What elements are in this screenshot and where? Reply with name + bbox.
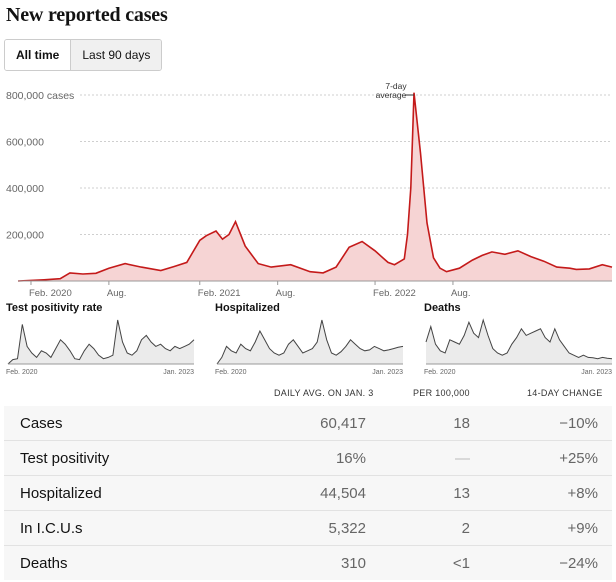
row-label: Deaths bbox=[20, 555, 68, 572]
page-title: New reported cases bbox=[6, 4, 168, 26]
header-daily-avg: DAILY AVG. ON JAN. 3 bbox=[274, 388, 374, 398]
x-tick-label: Aug. bbox=[276, 288, 296, 299]
y-tick-label: 200,000 bbox=[6, 230, 44, 242]
row-14-day-change: −10% bbox=[559, 415, 598, 432]
row-14-day-change: +9% bbox=[567, 520, 598, 537]
mini-title-deaths: Deaths bbox=[424, 302, 461, 314]
mini-x-tick-label: Jan. 2023 bbox=[581, 369, 612, 376]
stats-table: Cases 60,417 18 −10% Test positivity 16%… bbox=[4, 406, 612, 580]
mini-title-hospitalized: Hospitalized bbox=[215, 302, 280, 314]
seven-day-average-annotation: 7-day average bbox=[376, 81, 414, 100]
table-row: Hospitalized 44,504 13 +8% bbox=[4, 476, 612, 511]
row-daily-avg: 5,322 bbox=[328, 520, 366, 537]
x-tick-label: Aug. bbox=[107, 288, 127, 299]
row-14-day-change: +25% bbox=[559, 450, 598, 467]
table-row: Cases 60,417 18 −10% bbox=[4, 406, 612, 441]
mini-line bbox=[7, 319, 195, 365]
x-tick-label: Feb. 2020 bbox=[29, 288, 72, 299]
mini-line bbox=[216, 319, 404, 365]
x-tick-label: Feb. 2022 bbox=[373, 288, 416, 299]
row-per-100k: 2 bbox=[461, 520, 470, 537]
x-tick-label: Aug. bbox=[451, 288, 471, 299]
row-14-day-change: +8% bbox=[567, 485, 598, 502]
y-tick-label: 400,000 bbox=[6, 183, 44, 195]
row-daily-avg: 310 bbox=[340, 555, 366, 572]
row-daily-avg: 16% bbox=[335, 450, 366, 467]
mini-svg-deaths: Feb. 2020 Jan. 2023 bbox=[424, 318, 613, 376]
mini-x-tick-label: Jan. 2023 bbox=[372, 369, 403, 376]
mini-x-tick-label: Feb. 2020 bbox=[215, 369, 247, 376]
row-per-100k: 13 bbox=[453, 485, 470, 502]
table-row: In I.C.U.s 5,322 2 +9% bbox=[4, 511, 612, 546]
row-daily-avg: 44,504 bbox=[320, 485, 366, 502]
mini-x-tick-label: Jan. 2023 bbox=[163, 369, 194, 376]
time-range-tabs: All time Last 90 days bbox=[4, 39, 163, 71]
annotation-line-1: 7-day bbox=[385, 81, 407, 91]
row-label: Test positivity bbox=[20, 450, 110, 467]
mini-x-tick-label: Feb. 2020 bbox=[424, 369, 456, 376]
mini-title-test-positivity: Test positivity rate bbox=[6, 302, 103, 314]
mini-area bbox=[217, 320, 403, 364]
row-per-100k: 18 bbox=[453, 415, 470, 432]
row-label: Hospitalized bbox=[20, 485, 102, 502]
row-per-100k: <1 bbox=[452, 555, 470, 572]
y-tick-label: 600,000 bbox=[6, 137, 44, 149]
row-label: In I.C.U.s bbox=[20, 520, 83, 537]
row-label: Cases bbox=[20, 415, 63, 432]
x-tick-label: Feb. 2021 bbox=[198, 288, 241, 299]
header-14-day-change: 14-DAY CHANGE bbox=[527, 388, 603, 398]
mini-svg-hospitalized: Feb. 2020 Jan. 2023 bbox=[215, 319, 404, 376]
mini-x-tick-label: Feb. 2020 bbox=[6, 369, 38, 376]
annotation-line-2: average bbox=[376, 90, 407, 100]
row-14-day-change: −24% bbox=[559, 555, 598, 572]
mini-line bbox=[425, 318, 613, 360]
mini-area bbox=[8, 320, 194, 364]
row-daily-avg: 60,417 bbox=[320, 415, 366, 432]
cases-line bbox=[17, 92, 613, 282]
row-per-100k: — bbox=[455, 450, 470, 467]
header-per-100k: PER 100,000 bbox=[413, 388, 470, 398]
y-tick-label: 800,000 cases bbox=[6, 90, 74, 102]
tab-last-90-days[interactable]: Last 90 days bbox=[70, 40, 162, 70]
table-row: Deaths 310 <1 −24% bbox=[4, 546, 612, 580]
table-row: Test positivity 16% — +25% bbox=[4, 441, 612, 476]
tab-all-time[interactable]: All time bbox=[5, 40, 71, 70]
mini-svg-test-positivity: Feb. 2020 Jan. 2023 bbox=[6, 319, 195, 376]
main-cases-chart: 200,000 400,000 600,000 800,000 cases Feb. … bbox=[6, 81, 613, 299]
